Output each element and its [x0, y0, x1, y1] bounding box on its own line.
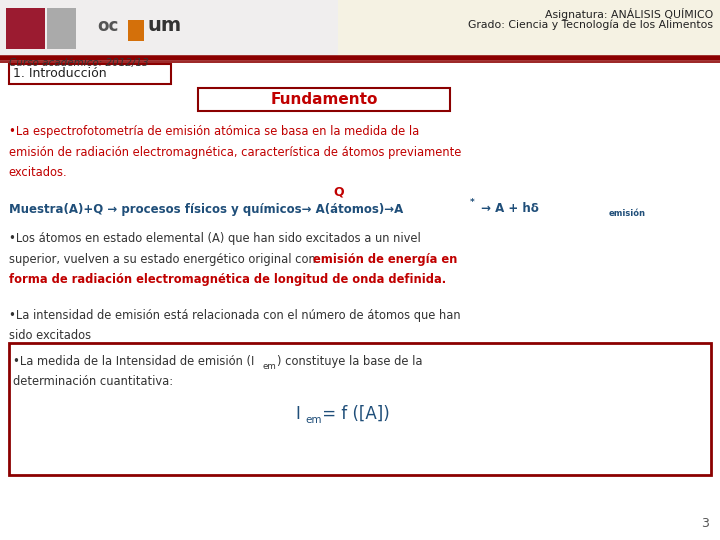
Bar [128, 20, 144, 40]
Text: → A + hδ: → A + hδ [477, 202, 539, 215]
Text: •La medida de la Intensidad de emisión (I: •La medida de la Intensidad de emisión (… [13, 355, 254, 368]
Text: Muestra(A)+Q → procesos físicos y químicos→ A(átomos)→A: Muestra(A)+Q → procesos físicos y químic… [9, 202, 403, 215]
Text: um: um [148, 16, 181, 36]
Text: emisión de energía en: emisión de energía en [313, 253, 458, 266]
Text: 1. Introducción: 1. Introducción [13, 67, 107, 80]
Text: Grado: Ciencia y Tecnología de los Alimentos: Grado: Ciencia y Tecnología de los Alime… [468, 20, 713, 30]
Text: Asignatura: ANÁLISIS QUÍMICO: Asignatura: ANÁLISIS QUÍMICO [544, 8, 713, 20]
Bar [6, 8, 45, 49]
Bar [338, 0, 720, 57]
Text: 3: 3 [701, 517, 709, 530]
Text: emisión: emisión [608, 209, 645, 218]
Text: em: em [262, 362, 276, 372]
Text: excitados.: excitados. [9, 166, 67, 179]
Text: determinación cuantitativa:: determinación cuantitativa: [13, 375, 173, 388]
Bar [0, 0, 338, 57]
Text: ) constituye la base de la: ) constituye la base de la [277, 355, 423, 368]
Text: I: I [295, 405, 300, 423]
Text: •La espectrofotometría de emisión atómica se basa en la medida de la: •La espectrofotometría de emisión atómic… [9, 125, 419, 138]
Text: emisión de radiación electromagnética, característica de átomos previamente: emisión de radiación electromagnética, c… [9, 146, 461, 159]
Text: •Los átomos en estado elemental (A) que han sido excitados a un nivel: •Los átomos en estado elemental (A) que … [9, 232, 420, 245]
Text: Curso académico: 2012/13: Curso académico: 2012/13 [9, 58, 148, 68]
Bar [47, 8, 76, 49]
Text: *: * [470, 198, 475, 207]
FancyBboxPatch shape [198, 88, 450, 111]
Text: superior, vuelven a su estado energético original con: superior, vuelven a su estado energético… [9, 253, 319, 266]
Text: oc: oc [97, 17, 119, 35]
Text: Q: Q [333, 185, 343, 198]
Text: = f ([A]): = f ([A]) [317, 405, 390, 423]
Text: Fundamento: Fundamento [270, 92, 378, 107]
Text: sido excitados: sido excitados [9, 329, 91, 342]
Text: •La intensidad de emisión está relacionada con el número de átomos que han: •La intensidad de emisión está relaciona… [9, 309, 460, 322]
FancyBboxPatch shape [9, 343, 711, 475]
Text: em: em [305, 415, 322, 425]
Text: forma de radiación electromagnética de longitud de onda definida.: forma de radiación electromagnética de l… [9, 273, 446, 286]
FancyBboxPatch shape [9, 64, 171, 84]
